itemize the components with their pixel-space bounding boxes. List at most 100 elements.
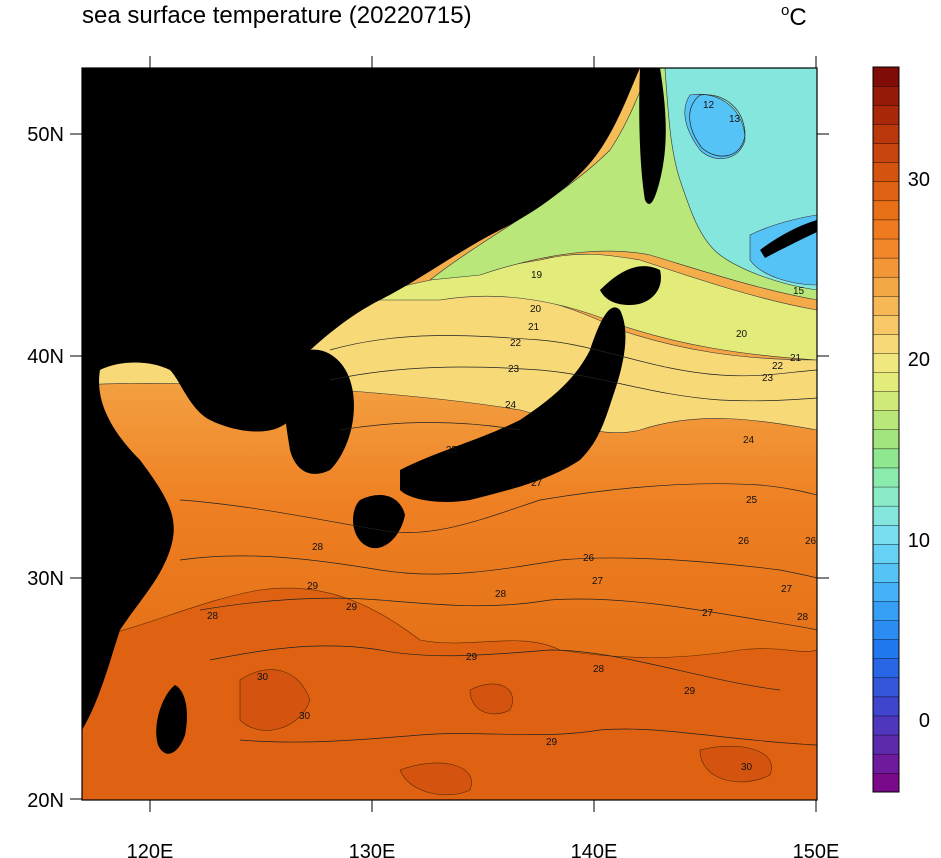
colorbar-swatch: [872, 753, 900, 774]
contour-label: 28: [797, 612, 809, 623]
contour-label-group: 12 13 15 19 20 20 21 21 22 22 23 23 24 2…: [207, 100, 817, 773]
colorbar-swatch: [872, 620, 900, 640]
contour-label: 27: [702, 608, 714, 619]
contour-label: 23: [762, 373, 774, 384]
contour-label: 27: [531, 478, 543, 489]
contour-label: 29: [346, 602, 358, 613]
colorbar-swatch: [872, 143, 900, 163]
y-tick-label: 30N: [27, 568, 64, 590]
x-tick-label: 120E: [127, 841, 174, 858]
colorbar-swatch: [872, 677, 900, 698]
colorbar-swatch: [872, 85, 900, 106]
colorbar-swatch: [872, 333, 900, 354]
contour-label: 26: [583, 553, 595, 564]
colorbar: [872, 66, 900, 793]
map-plot-area: 12 13 15 19 20 20 21 21 22 22 23 23 24 2…: [82, 68, 817, 800]
contour-label: 21: [790, 353, 802, 364]
x-axis-labels: 120E 130E 140E 150E: [127, 841, 840, 858]
y-tick-label: 40N: [27, 346, 64, 368]
colorbar-swatch: [872, 524, 900, 545]
contour-label: 27: [592, 576, 604, 587]
colorbar-swatch: [872, 181, 900, 202]
colorbar-swatch: [872, 601, 900, 621]
colorbar-swatch: [872, 372, 900, 392]
land-sakhalin-kamchatka: [639, 68, 817, 258]
colorbar-swatch: [872, 467, 900, 488]
contour-label: 30: [741, 762, 753, 773]
land-korea: [284, 349, 354, 474]
contour-label: 20: [530, 304, 542, 315]
colorbar-swatch: [872, 352, 900, 373]
contour-label: 28: [207, 611, 219, 622]
contour-label: 13: [729, 114, 741, 125]
contour-label: 15: [793, 286, 805, 297]
colorbar-swatch: [872, 658, 900, 679]
contour-label: 23: [508, 364, 520, 375]
y-tick-label: 20N: [27, 790, 64, 812]
contour-label: 27: [781, 584, 793, 595]
contour-label: 30: [299, 711, 311, 722]
y-axis-labels: 20N 30N 40N 50N: [27, 124, 64, 812]
x-tick-label: 130E: [349, 841, 396, 858]
unit-letter: C: [789, 4, 807, 31]
contour-label: 26: [738, 536, 750, 547]
colorbar-swatch: [872, 104, 900, 125]
land-japan: [353, 266, 661, 549]
colorbar-swatch: [872, 314, 900, 335]
colorbar-swatch: [872, 238, 900, 259]
contour-label: 26: [805, 536, 817, 547]
colorbar-swatch: [872, 219, 900, 240]
colorbar-swatch: [872, 162, 900, 182]
colorbar-swatch: [872, 276, 900, 297]
warmest-sst-patches: [239, 669, 772, 796]
colorbar-swatch: [872, 734, 900, 755]
x-tick-label: 150E: [793, 841, 840, 858]
degree-symbol: o: [781, 2, 790, 19]
contour-label: 25: [446, 445, 458, 456]
contour-label: 12: [703, 100, 715, 111]
colorbar-swatch: [872, 66, 900, 87]
colorbar-swatch: [872, 505, 900, 526]
contour-label: 30: [257, 672, 269, 683]
colorbar-tick-label: 30: [908, 169, 930, 191]
contour-lines: [179, 94, 817, 746]
y-tick-label: 50N: [27, 124, 64, 146]
contour-label: 24: [743, 435, 755, 446]
contour-label: 29: [466, 652, 478, 663]
colorbar-swatch: [872, 543, 900, 564]
contour-label: 20: [736, 329, 748, 340]
colorbar-tick-label: 10: [908, 530, 930, 552]
colorbar-swatch: [872, 257, 900, 278]
contour-label: 28: [593, 664, 605, 675]
colorbar-swatch: [872, 696, 900, 717]
colorbar-swatch: [872, 391, 900, 411]
map-title: sea surface temperature (20220715): [82, 2, 472, 29]
colorbar-swatch: [872, 410, 900, 431]
colorbar-swatch: [872, 200, 900, 221]
contour-label: 29: [546, 737, 558, 748]
colorbar-swatch: [872, 295, 900, 316]
land-taiwan: [156, 685, 187, 754]
colorbar-swatch: [872, 448, 900, 469]
colorbar-tick-label: 20: [908, 349, 930, 371]
contour-label: 19: [531, 270, 543, 281]
x-tick-label: 140E: [571, 841, 618, 858]
colorbar-swatch: [872, 715, 900, 736]
colorbar-swatch: [872, 639, 900, 659]
contour-label: 28: [495, 589, 507, 600]
contour-label: 25: [746, 495, 758, 506]
land-mainland: [82, 68, 640, 730]
contour-label: 28: [312, 542, 324, 553]
contour-label: 22: [510, 338, 522, 349]
colorbar-swatch: [872, 562, 900, 583]
colorbar-tick-label: 0: [919, 710, 930, 732]
colorbar-swatch: [872, 581, 900, 602]
colorbar-frame: [872, 66, 900, 793]
unit-label: oC: [781, 2, 807, 32]
warm-sst-region: [82, 587, 817, 800]
colorbar-swatch: [872, 772, 900, 793]
colorbar-swatch: [872, 486, 900, 507]
contour-label: 21: [528, 322, 540, 333]
contour-label: 24: [505, 400, 517, 411]
